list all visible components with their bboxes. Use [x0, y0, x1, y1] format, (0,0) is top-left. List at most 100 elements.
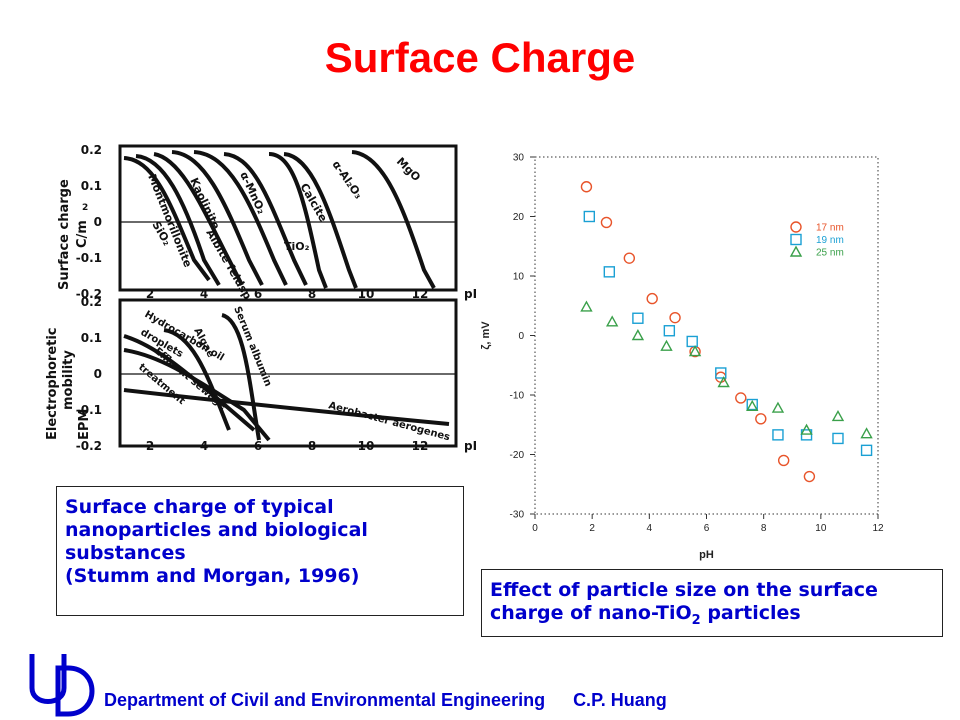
left-ytick-label: 0.2 — [81, 143, 102, 157]
left-ytick-label: 0 — [94, 367, 102, 381]
x-tick-label: 8 — [761, 523, 767, 534]
data-point-square — [832, 432, 844, 445]
left-x-unit: pH — [464, 439, 476, 453]
data-point-triangle — [660, 339, 673, 351]
caption-right-tail: particles — [700, 602, 801, 624]
data-point-circle — [777, 454, 790, 467]
data-point-square — [746, 398, 758, 411]
bottom-ylabel-line-3: EPM — [77, 409, 92, 440]
x-tick-label: 10 — [815, 523, 827, 534]
y-tick-label: 10 — [513, 272, 525, 283]
left-ytick-label: 0.1 — [81, 179, 102, 193]
data-point-circle — [715, 371, 727, 383]
data-point-square — [772, 429, 784, 441]
data-point-circle — [580, 181, 593, 193]
left-xtick-label: 12 — [412, 439, 429, 453]
top-ylabel-line-1: Surface charge — [57, 179, 72, 290]
left-xtick-label: 2 — [146, 287, 154, 301]
data-point-square — [715, 367, 727, 379]
data-point-square — [632, 312, 644, 324]
data-point-circle — [646, 292, 658, 305]
legend-marker-triangle — [789, 245, 803, 257]
left-x-unit: pH — [464, 287, 476, 301]
data-point-triangle — [771, 401, 785, 413]
left-xtick-label: 10 — [358, 439, 375, 453]
caption-left-line-3: substances — [65, 542, 186, 564]
caption-right-subscript: 2 — [691, 612, 701, 628]
caption-right: Effect of particle size on the surface c… — [481, 569, 943, 637]
caption-right-text: charge of nano-TiO — [490, 602, 692, 624]
legend-marker-square — [790, 233, 802, 246]
x-axis-label: pH — [699, 549, 714, 561]
y-tick-label: 30 — [513, 153, 525, 164]
top-curve-label: TiO₂ — [284, 240, 310, 253]
left-ytick-label: -0.1 — [76, 251, 102, 265]
left-xtick-label: 10 — [358, 287, 375, 301]
data-point-square — [800, 429, 813, 441]
left-xtick-label: 6 — [254, 287, 262, 301]
left-ytick-label: -0.2 — [76, 287, 102, 301]
data-point-circle — [623, 252, 636, 264]
left-xtick-label: 4 — [200, 439, 208, 453]
left-ytick-label: -0.2 — [76, 439, 102, 453]
y-axis-label: ζ, mV — [480, 321, 492, 350]
bottom-ylabel-line-1: Electrophoretic — [45, 327, 60, 440]
legend-label: 17 nm — [816, 223, 844, 234]
data-point-circle — [735, 392, 747, 404]
footer-department: Department of Civil and Environmental En… — [104, 690, 546, 710]
top-ylabel-unit: C/m — [75, 220, 90, 248]
caption-right-line-1: Effect of particle size on the surface — [490, 579, 878, 601]
left-xtick-label: 12 — [412, 287, 429, 301]
data-point-triangle — [580, 300, 593, 312]
caption-left-line-1: Surface charge of typical — [65, 496, 334, 518]
y-tick-label: 0 — [518, 331, 524, 342]
left-ytick-label: 0.2 — [81, 295, 102, 309]
left-xtick-label: 8 — [308, 439, 316, 453]
data-point-triangle — [688, 345, 702, 357]
y-tick-label: -20 — [510, 450, 525, 461]
data-point-circle — [755, 413, 767, 425]
left-ytick-label: 0 — [94, 215, 102, 229]
data-point-triangle — [717, 376, 730, 388]
y-tick-label: -30 — [510, 510, 525, 521]
data-point-triangle — [860, 427, 873, 439]
ud-logo — [29, 654, 95, 717]
x-tick-label: 4 — [647, 523, 653, 534]
data-point-triangle — [831, 409, 845, 422]
left-ytick-label: 0.1 — [81, 331, 102, 345]
bottom-ylabel-line-2: mobility — [61, 350, 76, 410]
caption-right-line-2: charge of nano-TiO2 particles — [490, 602, 934, 632]
left-ytick-label: -0.1 — [76, 403, 102, 417]
data-point-circle — [669, 311, 681, 324]
data-point-square — [663, 325, 676, 337]
plot-area-frame — [534, 156, 879, 515]
data-point-circle — [803, 470, 816, 483]
top-ylabel-exponent: 2 — [82, 203, 88, 213]
page-title: Surface Charge — [324, 34, 636, 81]
data-point-square — [860, 444, 873, 457]
caption-left-line-4: (Stumm and Morgan, 1996) — [65, 565, 360, 587]
caption-left-line-2: nanoparticles and biological — [65, 519, 368, 541]
data-point-square — [603, 266, 616, 278]
zeta-potential-chart: 30 20 10 0 -10 -20 -30 0 2 4 6 8 10 12 pH ζ, mV 17 nm19 … — [480, 153, 884, 562]
y-tick-label: -10 — [510, 391, 525, 402]
footer: Department of Civil and Environmental En… — [104, 690, 695, 711]
x-tick-label: 6 — [704, 523, 710, 534]
x-tick-label: 12 — [872, 523, 884, 534]
x-tick-label: 2 — [589, 523, 595, 534]
left-xtick-label: 8 — [308, 287, 316, 301]
left-xtick-label: 4 — [200, 287, 208, 301]
data-point-triangle — [605, 315, 619, 327]
left-xtick-label: 2 — [146, 439, 154, 453]
y-tick-label: 20 — [513, 212, 525, 223]
legend-label: 19 nm — [816, 235, 844, 246]
x-tick-label: 0 — [532, 523, 538, 534]
data-point-square — [686, 335, 698, 348]
data-point-square — [583, 210, 596, 223]
caption-left: Surface charge of typical nanoparticles … — [56, 486, 464, 616]
left-xtick-label: 6 — [254, 439, 262, 453]
legend-marker-circle — [790, 221, 802, 233]
data-point-circle — [600, 216, 613, 229]
data-point-triangle — [800, 423, 813, 435]
